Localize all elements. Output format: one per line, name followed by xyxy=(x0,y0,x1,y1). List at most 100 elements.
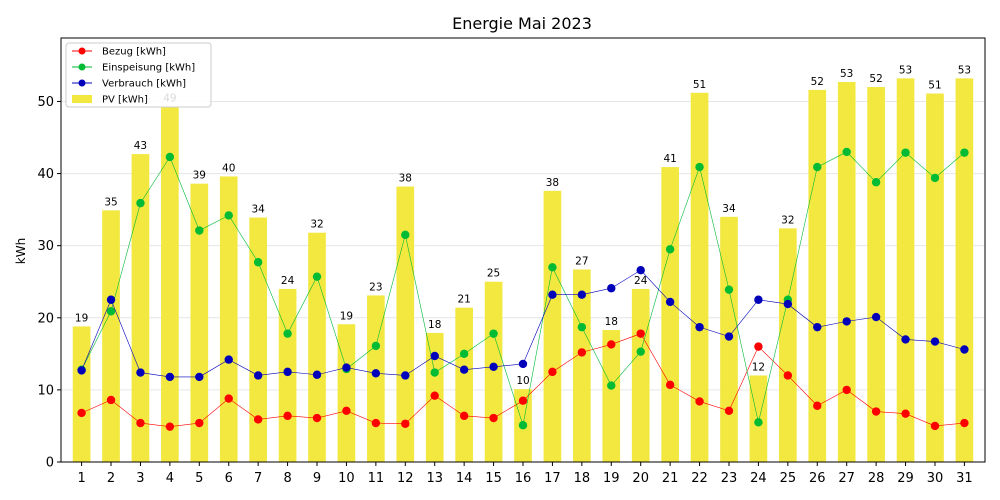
einspeisung-point xyxy=(871,178,881,187)
pv-bar xyxy=(808,89,827,462)
verbrauch-point xyxy=(342,363,351,372)
x-tick-label: 15 xyxy=(485,471,502,486)
x-tick-label: 27 xyxy=(838,471,855,486)
pv-bar xyxy=(602,330,621,462)
pv-bar-value-label: 53 xyxy=(958,64,971,76)
bezug-point xyxy=(224,394,233,403)
bezug-point xyxy=(430,391,439,400)
verbrauch-point xyxy=(371,369,381,378)
pv-bar xyxy=(308,232,326,462)
bezug-point xyxy=(636,329,645,338)
legend-box xyxy=(65,42,212,108)
einspeisung-point xyxy=(754,418,763,427)
x-tick-label: 16 xyxy=(515,471,532,486)
bezug-point xyxy=(783,371,793,380)
y-tick-label: 40 xyxy=(37,167,54,182)
x-tick-label: 20 xyxy=(632,471,649,486)
x-axis-ticks: 1 2 3 4 5 6 7 8 9 10 11 12 13 14 15 16 17 18 19 20 21 22 23 24 2… xyxy=(77,462,973,486)
verbrauch-point xyxy=(960,345,969,354)
y-axis-label: kWh xyxy=(14,238,28,264)
pv-bar-value-label: 43 xyxy=(134,140,147,152)
bezug-point xyxy=(518,396,528,405)
chart-title: Energie Mai 2023 xyxy=(452,14,592,33)
x-tick-label: 30 xyxy=(927,471,944,486)
pv-bar-value-label: 10 xyxy=(516,375,529,387)
legend-label: Bezug [kWh] xyxy=(102,47,166,58)
x-tick-label: 2 xyxy=(107,471,115,486)
einspeisung-point xyxy=(607,381,616,390)
x-tick-label: 3 xyxy=(136,471,144,486)
x-tick-label: 25 xyxy=(780,471,797,486)
einspeisung-point xyxy=(901,148,910,157)
pv-bar-value-label: 18 xyxy=(605,316,618,328)
y-tick-label: 50 xyxy=(37,95,54,110)
x-tick-label: 29 xyxy=(897,471,914,486)
verbrauch-point xyxy=(518,359,528,369)
einspeisung-point xyxy=(195,226,204,235)
verbrauch-point xyxy=(724,332,734,341)
bezug-point xyxy=(165,422,175,431)
einspeisung-point xyxy=(430,368,439,377)
pv-bar-value-label: 23 xyxy=(369,281,382,293)
pv-bar xyxy=(779,228,797,462)
pv-bar xyxy=(926,93,944,463)
einspeisung-point xyxy=(401,230,410,240)
verbrauch-point xyxy=(754,295,763,304)
einspeisung-point xyxy=(459,349,469,359)
einspeisung-point xyxy=(312,272,322,281)
pv-bar xyxy=(690,92,709,462)
bezug-point xyxy=(548,367,557,377)
einspeisung-point xyxy=(724,285,734,294)
verbrauch-point xyxy=(636,265,645,275)
verbrauch-point xyxy=(548,290,557,299)
x-tick-label: 10 xyxy=(338,471,355,486)
verbrauch-point xyxy=(842,317,851,326)
pv-bar-value-label: 32 xyxy=(310,219,323,231)
x-tick-label: 13 xyxy=(426,471,443,486)
pv-bar xyxy=(72,326,91,462)
einspeisung-point xyxy=(577,322,587,332)
einspeisung-point xyxy=(842,147,851,157)
x-tick-label: 5 xyxy=(195,471,203,486)
pv-bar-value-label: 34 xyxy=(251,204,265,216)
pv-bar-value-label: 21 xyxy=(457,294,470,306)
pv-bar xyxy=(867,87,885,463)
pv-bar xyxy=(161,106,179,462)
bezug-point xyxy=(489,413,498,423)
pv-bar-value-label: 52 xyxy=(869,73,882,85)
pv-bar xyxy=(455,307,473,462)
pv-bar xyxy=(249,217,267,462)
pv-bar xyxy=(837,81,856,463)
bezug-point xyxy=(842,385,851,395)
legend-label: PV [kWh] xyxy=(102,95,148,106)
pv-bar-value-label: 12 xyxy=(752,361,765,373)
x-tick-label: 26 xyxy=(809,471,826,486)
pv-bar-value-label: 41 xyxy=(663,153,676,165)
pv-bar-value-label: 38 xyxy=(546,177,559,189)
verbrauch-point xyxy=(77,366,86,375)
x-tick-label: 22 xyxy=(691,471,708,486)
y-axis-ticks: 0 10 20 30 40 50 xyxy=(37,95,61,471)
x-tick-label: 31 xyxy=(956,471,973,486)
pv-bar-value-label: 35 xyxy=(104,196,117,208)
pv-bars xyxy=(72,78,974,463)
verbrauch-point xyxy=(401,371,410,380)
bezug-point xyxy=(930,421,940,431)
pv-bar-value-label: 39 xyxy=(193,170,206,182)
legend-label: Verbrauch [kWh] xyxy=(102,79,186,90)
x-tick-label: 23 xyxy=(721,471,738,486)
pv-bar xyxy=(543,190,562,463)
bezug-point xyxy=(754,342,763,351)
verbrauch-point xyxy=(489,362,498,372)
verbrauch-point xyxy=(695,322,704,332)
pv-bar-value-label: 24 xyxy=(634,275,648,287)
pv-bar-value-label: 25 xyxy=(487,268,500,280)
pv-bar xyxy=(631,288,650,462)
pv-bar xyxy=(131,154,150,462)
einspeisung-point xyxy=(930,173,940,183)
pv-bar-value-label: 38 xyxy=(399,173,412,185)
einspeisung-point xyxy=(636,347,645,356)
bezug-point xyxy=(253,415,263,424)
einspeisung-point xyxy=(489,329,498,338)
